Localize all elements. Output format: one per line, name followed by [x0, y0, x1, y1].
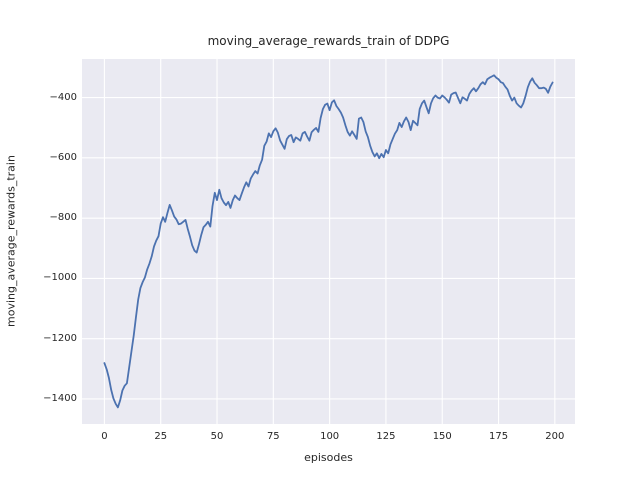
y-tick-label: −800 [49, 212, 77, 224]
x-tick-label: 75 [266, 431, 280, 442]
chart-title: moving_average_rewards_train of DDPG [207, 34, 450, 48]
x-tick-label: 125 [376, 431, 396, 442]
plot-area [82, 59, 575, 424]
y-tick-label: −1400 [43, 392, 77, 404]
y-tick-label: −1000 [43, 272, 77, 284]
x-tick-label: 50 [210, 431, 224, 442]
x-tick-label: 150 [432, 431, 452, 442]
x-tick-label: 175 [488, 431, 509, 442]
x-tick-label: 200 [545, 431, 565, 442]
y-tick-label: −1200 [43, 332, 77, 344]
y-tick-label: −600 [49, 151, 77, 163]
ddpg-reward-line [103, 74, 554, 409]
x-tick-label: 100 [320, 431, 340, 442]
x-tick-label: 25 [154, 431, 168, 442]
x-tick-label: 0 [101, 431, 108, 442]
y-tick-label: −400 [49, 91, 77, 103]
line-chart-canvas [82, 59, 575, 424]
y-axis-label: moving_average_rewards_train [4, 155, 18, 328]
x-axis-label: episodes [304, 451, 353, 464]
